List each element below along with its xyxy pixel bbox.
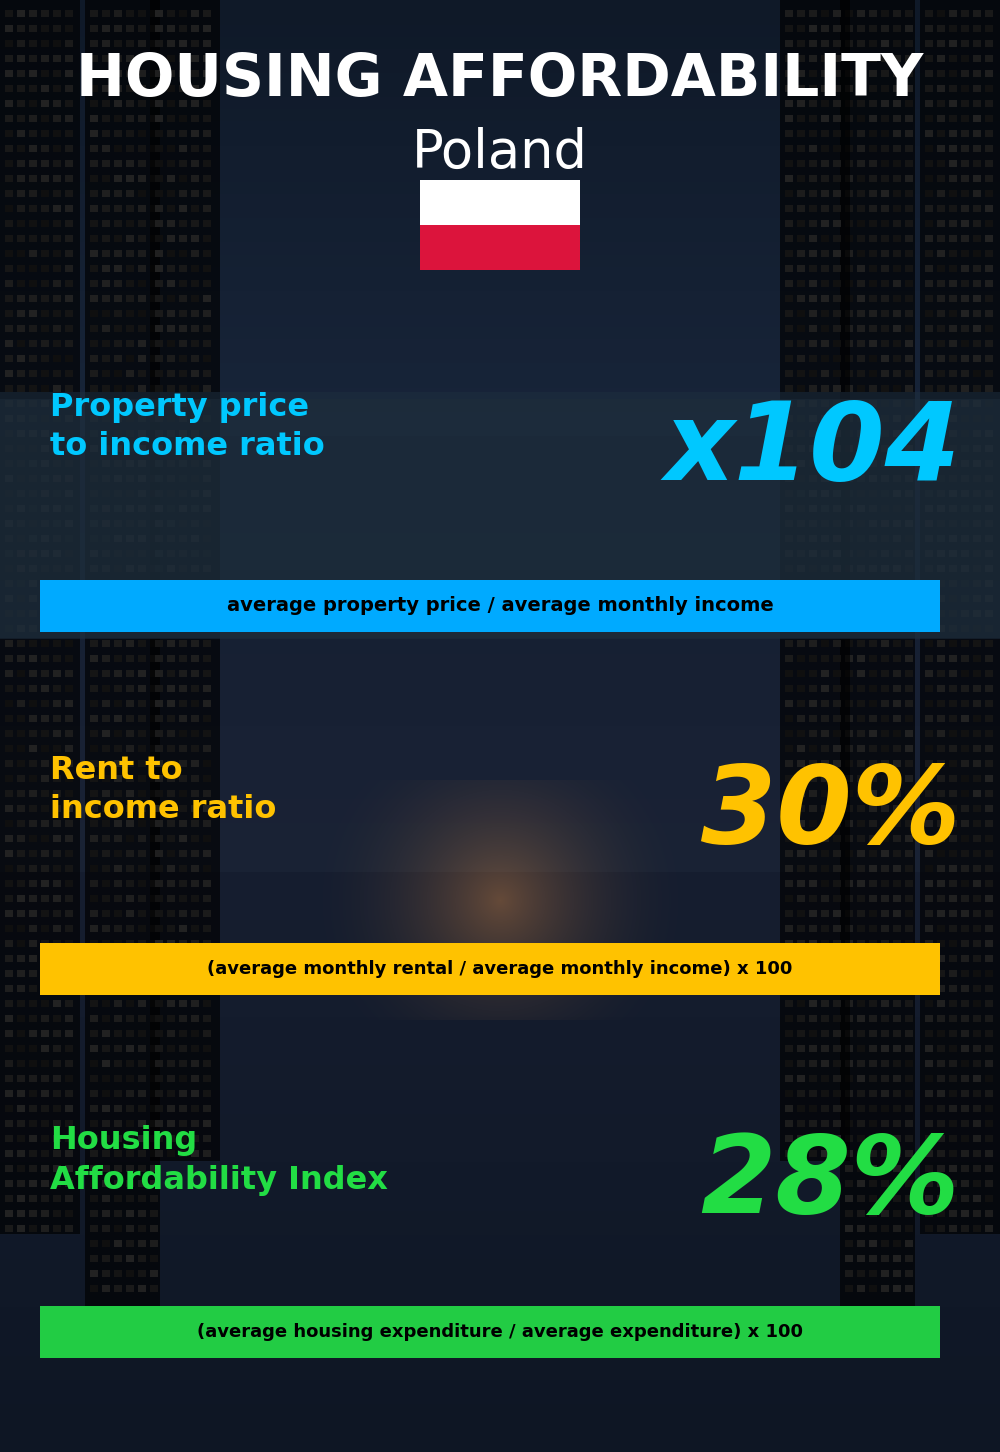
Text: Poland: Poland <box>412 126 588 179</box>
Text: 28%: 28% <box>701 1130 960 1236</box>
Text: average property price / average monthly income: average property price / average monthly… <box>227 597 773 616</box>
Text: x104: x104 <box>664 396 960 502</box>
Text: Property price
to income ratio: Property price to income ratio <box>50 392 325 462</box>
Text: (average monthly rental / average monthly income) x 100: (average monthly rental / average monthl… <box>207 960 793 977</box>
Bar <box>40 942 940 995</box>
Text: (average housing expenditure / average expenditure) x 100: (average housing expenditure / average e… <box>197 1323 803 1340</box>
Bar <box>420 225 580 270</box>
Text: HOUSING AFFORDABILITY: HOUSING AFFORDABILITY <box>76 51 924 109</box>
Text: Housing
Affordability Index: Housing Affordability Index <box>50 1125 388 1195</box>
Bar <box>0 392 1000 639</box>
Bar <box>40 579 940 632</box>
Bar <box>40 1305 940 1358</box>
Text: Rent to
income ratio: Rent to income ratio <box>50 755 276 825</box>
Text: 30%: 30% <box>701 759 960 865</box>
Bar <box>420 180 580 225</box>
